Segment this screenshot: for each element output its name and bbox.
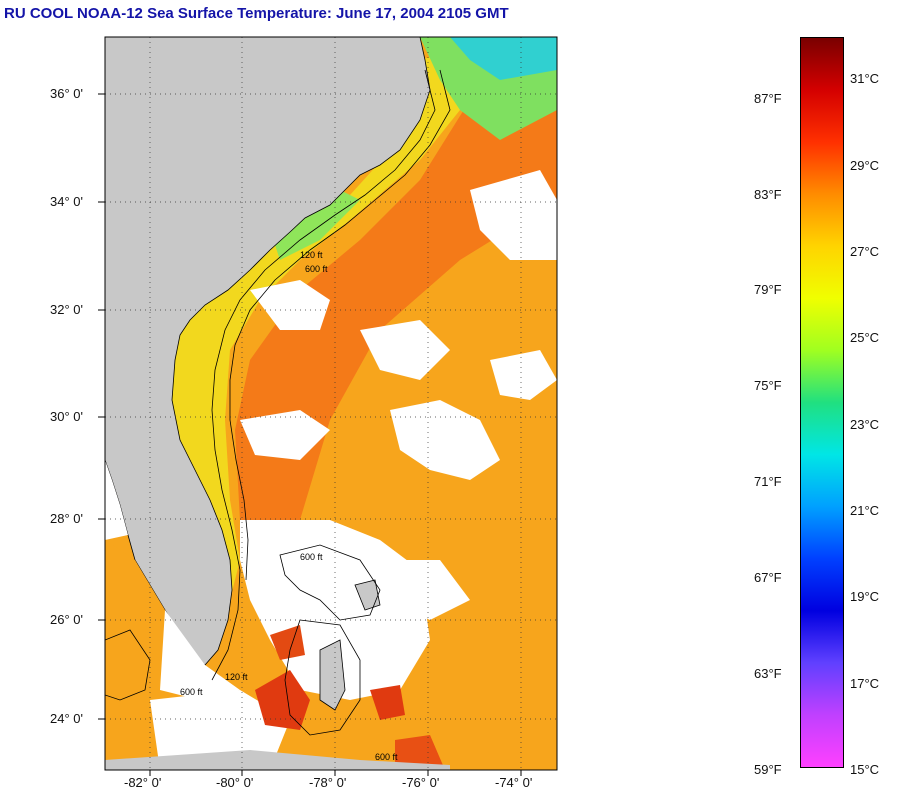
colorbar-f-label: 79°F xyxy=(754,282,782,297)
contour-label: 600 ft xyxy=(305,264,328,274)
colorbar-f-label: 83°F xyxy=(754,187,782,202)
colorbar-f-label: 67°F xyxy=(754,570,782,585)
lon-label: -74° 0' xyxy=(495,775,533,790)
lon-label: -82° 0' xyxy=(124,775,162,790)
colorbar-c-label: 17°C xyxy=(850,676,880,691)
isobath-contour-2 xyxy=(229,69,451,581)
lat-label: 26° 0' xyxy=(50,612,83,627)
land-bahamas-1 xyxy=(319,639,346,711)
warm-patch-2 xyxy=(270,625,305,660)
colorbar-c-label: 25°C xyxy=(850,330,880,345)
cloud-patch-4 xyxy=(360,320,450,380)
florida-bay-clouds xyxy=(160,610,240,700)
warm-patch-4 xyxy=(395,735,445,770)
contour-label: 600 ft xyxy=(180,687,203,697)
colorbar-f-label: 59°F xyxy=(754,762,782,777)
colorbar-c-label: 27°C xyxy=(850,244,880,259)
temperature-colorbar xyxy=(800,37,844,768)
lon-label: -80° 0' xyxy=(216,775,254,790)
lat-label: 34° 0' xyxy=(50,194,83,209)
isobath-bahamas xyxy=(279,544,381,621)
cloud-patch-9 xyxy=(150,690,290,770)
cloud-patch-6 xyxy=(240,410,330,460)
lon-label: -78° 0' xyxy=(309,775,347,790)
gulf-warm-water xyxy=(105,540,190,770)
axis-ticks xyxy=(98,93,522,776)
cloud-patch-5 xyxy=(470,170,557,260)
gulf-clouds xyxy=(105,460,128,540)
land-bahamas-2 xyxy=(354,579,381,611)
colorbar-c-label: 19°C xyxy=(850,589,880,604)
grid-lines xyxy=(105,37,557,770)
lat-label: 28° 0' xyxy=(50,511,83,526)
warm-patch-1 xyxy=(255,670,310,730)
lat-label: 30° 0' xyxy=(50,409,83,424)
land-usa xyxy=(105,37,431,666)
contour-label: 120 ft xyxy=(300,250,323,260)
map-frame xyxy=(104,36,558,771)
lat-label: 36° 0' xyxy=(50,86,83,101)
colorbar-f-label: 63°F xyxy=(754,666,782,681)
colorbar-f-label: 75°F xyxy=(754,378,782,393)
colorbar-c-label: 23°C xyxy=(850,417,880,432)
contour-label: 120 ft xyxy=(225,672,248,682)
lat-label: 24° 0' xyxy=(50,711,83,726)
chart-title: RU COOL NOAA-12 Sea Surface Temperature:… xyxy=(4,5,509,22)
cloud-patch-3 xyxy=(250,280,330,330)
colorbar-c-label: 29°C xyxy=(850,158,880,173)
cloud-patch-2 xyxy=(390,400,500,480)
isobath-bahamas-2 xyxy=(284,619,361,736)
contour-label: 600 ft xyxy=(300,552,323,562)
gulf-stream xyxy=(235,60,557,520)
isobath-gulf xyxy=(105,629,151,701)
lat-label: 32° 0' xyxy=(50,302,83,317)
cloud-patch-8 xyxy=(490,350,557,400)
lon-label: -76° 0' xyxy=(402,775,440,790)
cloud-patch-7 xyxy=(380,560,470,620)
colorbar-c-label: 31°C xyxy=(850,71,880,86)
north-cool-water-2 xyxy=(450,37,557,80)
contour-label: 600 ft xyxy=(375,752,398,762)
colorbar-c-label: 15°C xyxy=(850,762,880,777)
colorbar-f-label: 71°F xyxy=(754,474,782,489)
coastal-cool-water xyxy=(270,190,360,260)
warm-patch-3 xyxy=(370,685,405,720)
colorbar-c-label: 21°C xyxy=(850,503,880,518)
isobath-contour-1 xyxy=(211,69,436,681)
land-cuba xyxy=(105,750,450,770)
colorbar-f-label: 87°F xyxy=(754,91,782,106)
